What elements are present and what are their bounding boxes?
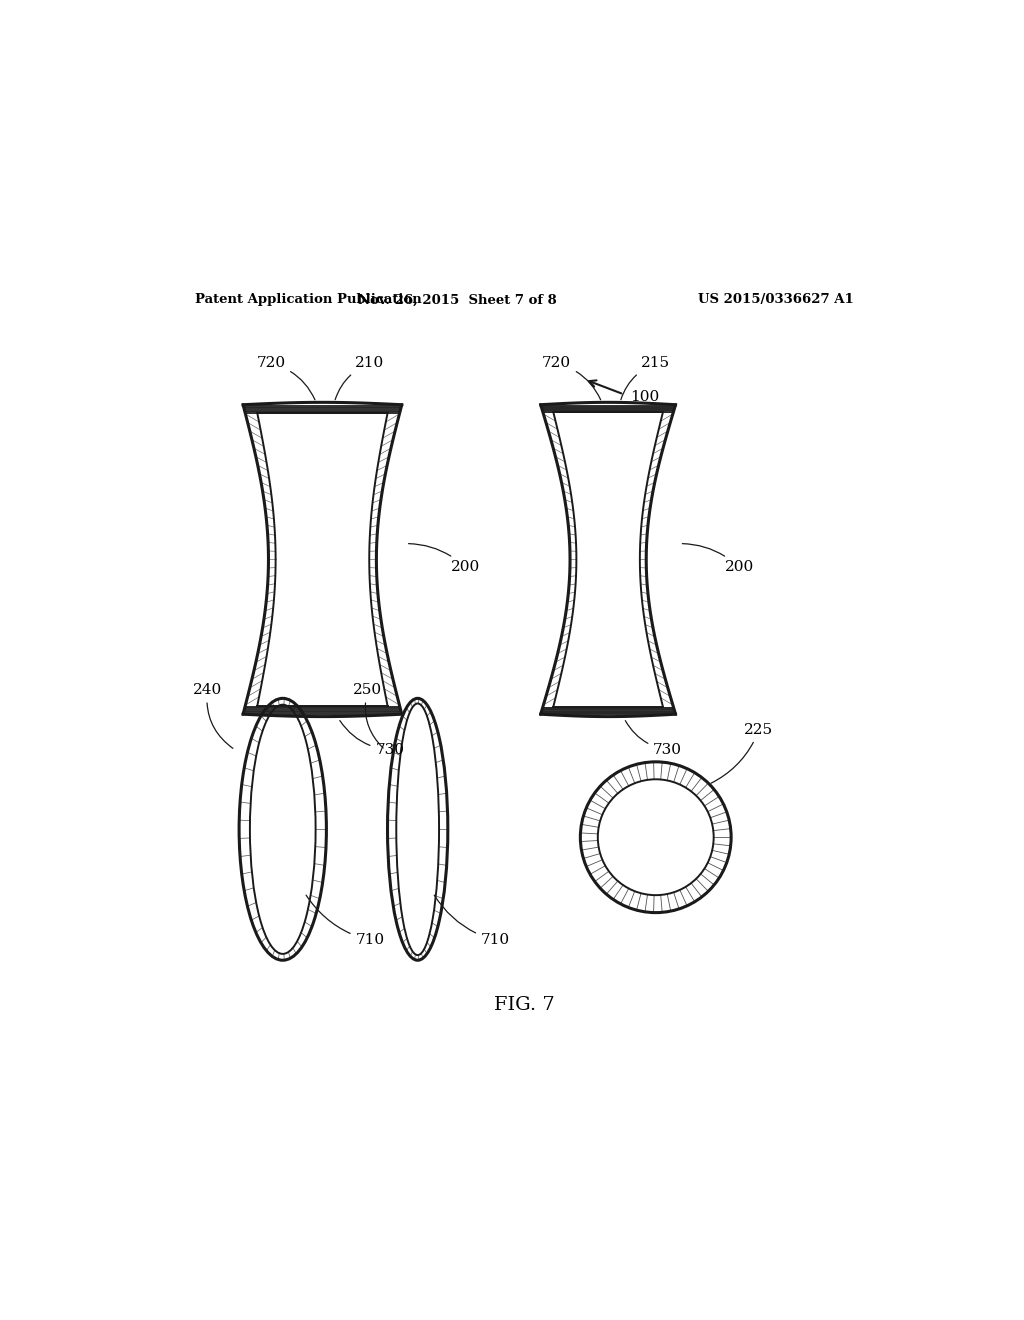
Text: Patent Application Publication: Patent Application Publication xyxy=(196,293,422,306)
Text: 730: 730 xyxy=(626,721,682,756)
Text: 200: 200 xyxy=(409,544,480,574)
Text: 710: 710 xyxy=(434,895,510,948)
Text: 210: 210 xyxy=(335,356,385,400)
Text: 215: 215 xyxy=(621,356,671,400)
Text: FIG. 7: FIG. 7 xyxy=(495,997,555,1015)
Text: US 2015/0336627 A1: US 2015/0336627 A1 xyxy=(698,293,854,306)
Text: 720: 720 xyxy=(542,356,601,400)
Text: 730: 730 xyxy=(340,721,404,756)
Text: 100: 100 xyxy=(631,389,659,404)
Text: 200: 200 xyxy=(682,544,754,574)
Text: 720: 720 xyxy=(256,356,315,400)
Text: 240: 240 xyxy=(193,684,232,748)
Text: 225: 225 xyxy=(711,723,773,783)
Text: Nov. 26, 2015  Sheet 7 of 8: Nov. 26, 2015 Sheet 7 of 8 xyxy=(358,293,557,306)
Text: 710: 710 xyxy=(306,895,385,948)
Text: 250: 250 xyxy=(353,684,383,748)
